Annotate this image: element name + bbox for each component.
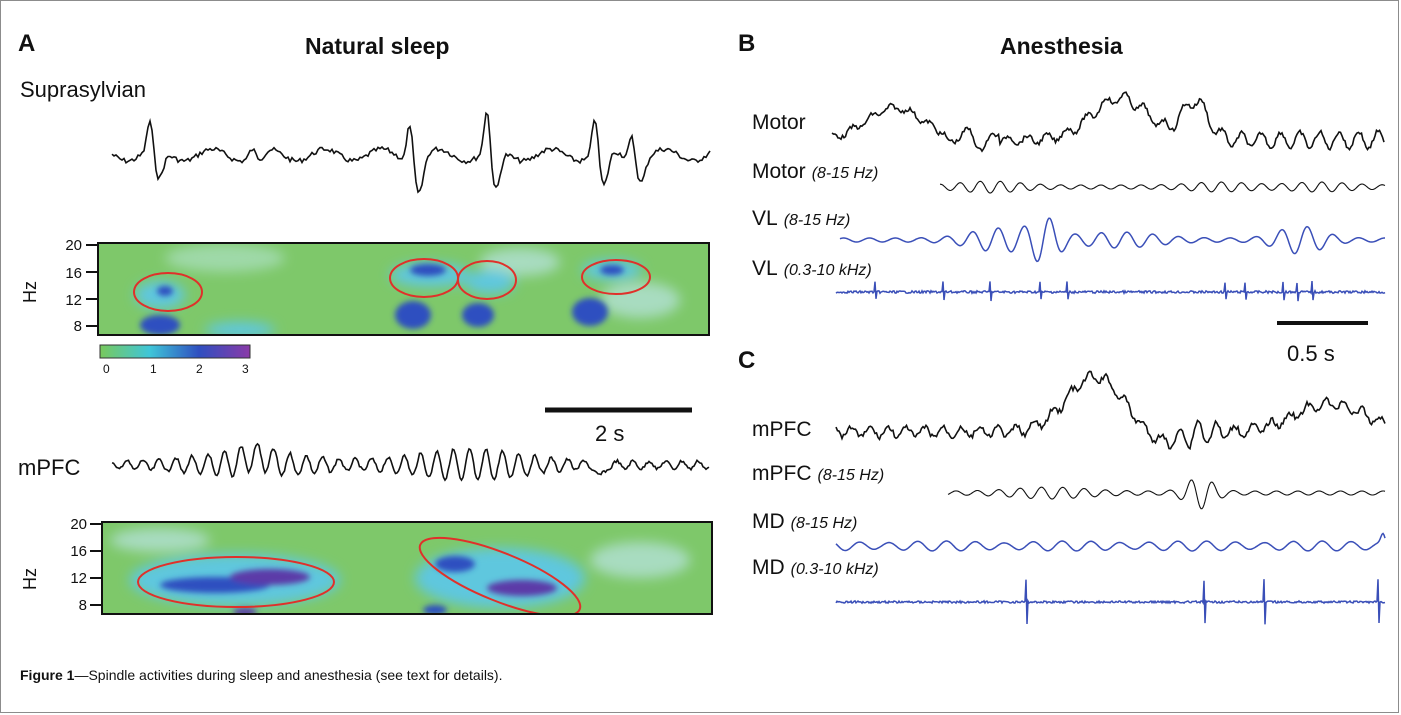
panel-a-title: Natural sleep bbox=[305, 33, 450, 59]
colorbar-tick-1: 1 bbox=[150, 362, 157, 376]
md-unit-label: MD (0.3-10 kHz) bbox=[752, 556, 879, 579]
spec2-ticks bbox=[90, 523, 102, 606]
colorbar-tick-0: 0 bbox=[103, 362, 110, 376]
suprasylvian-trace bbox=[111, 111, 711, 194]
spec2-ytick-20: 20 bbox=[70, 516, 87, 533]
panel-b-title: Anesthesia bbox=[1000, 33, 1123, 59]
vl-filtered-trace bbox=[839, 217, 1385, 263]
mpfc-raw-label: mPFC bbox=[752, 418, 812, 441]
spectrogram-2-border bbox=[101, 521, 713, 615]
vl-unit-trace bbox=[835, 281, 1386, 302]
spectrogram-1-border bbox=[97, 242, 710, 336]
spec1-ytick-20: 20 bbox=[65, 237, 82, 254]
md-filtered-label: MD (8-15 Hz) bbox=[752, 510, 858, 533]
md-filtered-trace bbox=[835, 532, 1386, 552]
spec1-ticks bbox=[86, 244, 98, 327]
spectrogram-1 bbox=[98, 243, 709, 335]
panel-a-letter: A bbox=[18, 30, 36, 57]
spec1-ytick-8: 8 bbox=[73, 318, 82, 335]
mpfc-label-a: mPFC bbox=[18, 455, 81, 480]
motor-raw-label: Motor bbox=[752, 111, 806, 134]
spindle-ellipse bbox=[581, 259, 651, 295]
scalebar-b-label: 0.5 s bbox=[1287, 341, 1335, 366]
vl-filtered-label: VL (8-15 Hz) bbox=[752, 207, 851, 230]
figure-caption: Figure 1—Spindle activities during sleep… bbox=[20, 667, 503, 683]
suprasylvian-label: Suprasylvian bbox=[20, 77, 146, 102]
mpfc-filtered-trace bbox=[947, 479, 1386, 510]
md-unit-trace bbox=[835, 579, 1386, 625]
spec1-ytick-16: 16 bbox=[65, 265, 82, 282]
mpfc-trace-a bbox=[111, 442, 710, 482]
panel-b-letter: B bbox=[738, 30, 756, 57]
scalebar-a-label: 2 s bbox=[595, 421, 625, 446]
spec1-ytick-12: 12 bbox=[65, 292, 82, 309]
motor-raw-trace bbox=[831, 91, 1385, 153]
spindle-ellipse bbox=[457, 260, 517, 300]
colorbar bbox=[99, 344, 251, 359]
vl-unit-label: VL (0.3-10 kHz) bbox=[752, 257, 872, 280]
spindle-ellipse bbox=[137, 556, 335, 608]
colorbar-tick-3: 3 bbox=[242, 362, 249, 376]
spectrogram-2 bbox=[102, 522, 712, 614]
colorbar-tick-2: 2 bbox=[196, 362, 203, 376]
spindle-ellipse bbox=[418, 536, 582, 614]
motor-filtered-label: Motor (8-15 Hz) bbox=[752, 160, 879, 183]
spec2-ytick-16: 16 bbox=[70, 543, 87, 560]
panel-c-letter: C bbox=[738, 347, 756, 374]
mpfc-raw-trace bbox=[835, 370, 1386, 451]
spec2-ytick-12: 12 bbox=[70, 570, 87, 587]
mpfc-filtered-label: mPFC (8-15 Hz) bbox=[752, 462, 885, 485]
motor-filtered-trace bbox=[939, 180, 1386, 194]
spec2-ytick-8: 8 bbox=[78, 597, 87, 614]
spindle-ellipse bbox=[133, 272, 203, 312]
